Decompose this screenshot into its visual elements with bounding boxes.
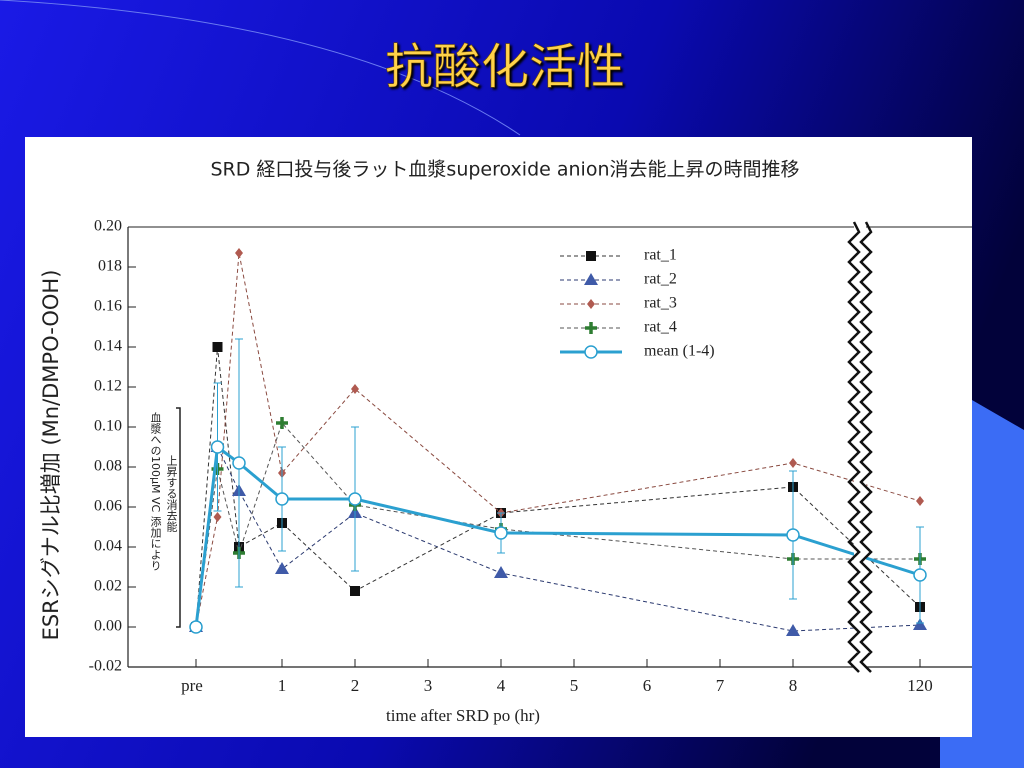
marker	[276, 417, 288, 429]
x-tick-label: 3	[424, 676, 433, 695]
y-tick-label: 0.00	[94, 618, 122, 635]
x-tick-label: 1	[278, 676, 287, 695]
marker	[786, 624, 800, 636]
y-tick-label: 0.14	[94, 338, 122, 355]
legend-label: rat_1	[644, 247, 677, 264]
marker	[494, 526, 508, 540]
marker	[213, 512, 222, 522]
axis-break	[847, 221, 861, 673]
legend-label: rat_2	[644, 271, 677, 288]
y-tick-label: 0.06	[94, 498, 122, 515]
marker	[584, 345, 598, 359]
x-axis-label: time after SRD po (hr)	[386, 706, 540, 725]
marker	[786, 528, 800, 542]
y-tick-label: 0.16	[94, 298, 122, 315]
x-tick-label: 8	[789, 676, 798, 695]
marker	[189, 620, 203, 634]
x-tick-label: 120	[907, 676, 933, 695]
marker	[587, 299, 595, 309]
x-tick-label: 5	[570, 676, 579, 695]
x-tick-label: 6	[643, 676, 652, 695]
marker	[586, 251, 596, 261]
series-line	[195, 252, 921, 628]
y-axis-label: ESRシグナル比増加 (Mn/DMPO-OOH)	[39, 270, 63, 641]
x-tick-label: 7	[716, 676, 725, 695]
y-tick-label: 0.02	[94, 578, 122, 595]
marker	[210, 440, 225, 454]
slide-title: 抗酸化活性	[385, 39, 625, 95]
y-tick-label: 018	[98, 258, 122, 275]
legend-label: rat_3	[644, 295, 677, 312]
marker	[232, 456, 246, 470]
legend-label: rat_4	[644, 319, 677, 336]
marker	[913, 568, 927, 582]
chart-title: SRD 経口投与後ラット血漿superoxide anion消去能上昇の時間推移	[210, 159, 799, 181]
decor-arc	[0, 0, 521, 136]
decor-shape	[940, 400, 1024, 768]
marker	[351, 384, 359, 394]
chart-panel	[25, 137, 972, 737]
chart: SRD 経口投与後ラット血漿superoxide anion消去能上昇の時間推移…	[39, 159, 972, 725]
marker	[789, 458, 797, 468]
x-tick-label: 4	[497, 676, 506, 695]
legend-label: mean (1-4)	[644, 343, 715, 360]
series-line	[195, 346, 921, 628]
marker	[494, 566, 508, 578]
annotation-bracket	[176, 407, 181, 628]
annotation: 血漿への100μM VC 添加により	[149, 411, 162, 571]
y-tick-label: -0.02	[89, 658, 122, 675]
marker	[584, 273, 598, 285]
x-tick-label: 2	[351, 676, 360, 695]
annotation: 上昇する消去能	[165, 455, 178, 533]
y-tick-label: 0.04	[94, 538, 122, 555]
y-tick-label: 0.20	[94, 218, 122, 235]
axis-break-gap	[854, 223, 866, 675]
marker	[212, 342, 223, 352]
axis-break	[859, 221, 873, 673]
marker	[275, 492, 289, 506]
marker	[916, 496, 924, 506]
marker	[275, 562, 289, 574]
marker	[348, 492, 362, 506]
y-tick-label: 0.10	[94, 418, 122, 435]
y-tick-label: 0.12	[94, 378, 122, 395]
marker	[585, 322, 597, 334]
series-line	[195, 422, 920, 628]
marker	[350, 586, 360, 596]
y-tick-label: 0.08	[94, 458, 122, 475]
series-line	[195, 445, 921, 632]
x-tick-label: pre	[181, 676, 203, 695]
marker	[235, 248, 243, 258]
marker	[913, 618, 927, 630]
